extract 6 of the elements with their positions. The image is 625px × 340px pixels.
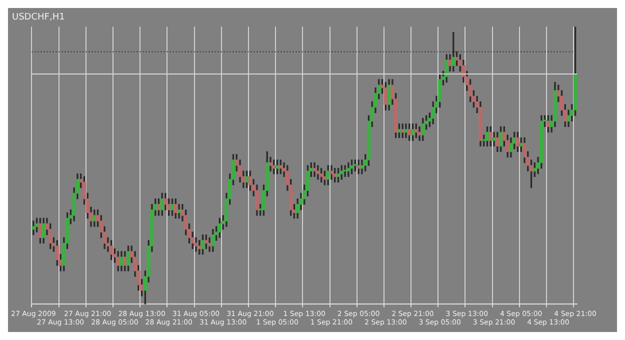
candlestick [32, 220, 36, 236]
candlestick [356, 160, 360, 174]
chart-title: USDCHF,H1 [12, 12, 65, 23]
candlestick [312, 162, 316, 177]
candlestick [404, 124, 408, 138]
candlestick [343, 165, 347, 177]
